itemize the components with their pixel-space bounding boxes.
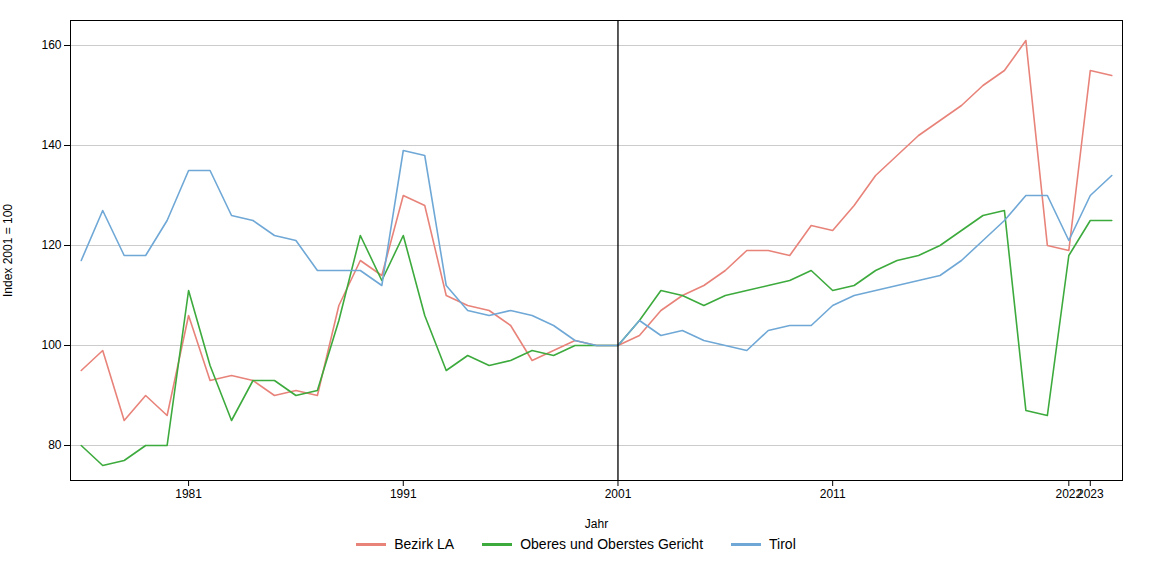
html-text:Tirol: Tirol xyxy=(769,536,796,552)
html-text:Bezirk LA: Bezirk LA xyxy=(394,536,455,552)
svg-text:160: 160 xyxy=(41,38,61,52)
svg-text:2011: 2011 xyxy=(820,487,846,501)
html-text:Oberes und Oberstes Gericht: Oberes und Oberstes Gericht xyxy=(520,536,703,552)
svg-text:80: 80 xyxy=(48,438,62,452)
svg-text:2022: 2022 xyxy=(1055,487,1083,501)
svg-text:100: 100 xyxy=(41,338,61,352)
svg-text:140: 140 xyxy=(41,138,61,152)
svg-text:1991: 1991 xyxy=(390,487,417,501)
svg-text:2001: 2001 xyxy=(605,487,632,501)
svg-text:Jahr: Jahr xyxy=(585,517,608,531)
svg-text:2023: 2023 xyxy=(1077,487,1104,501)
svg-text:120: 120 xyxy=(41,238,61,252)
svg-text:Index 2001 = 100: Index 2001 = 100 xyxy=(1,204,15,297)
svg-text:1981: 1981 xyxy=(175,487,202,501)
